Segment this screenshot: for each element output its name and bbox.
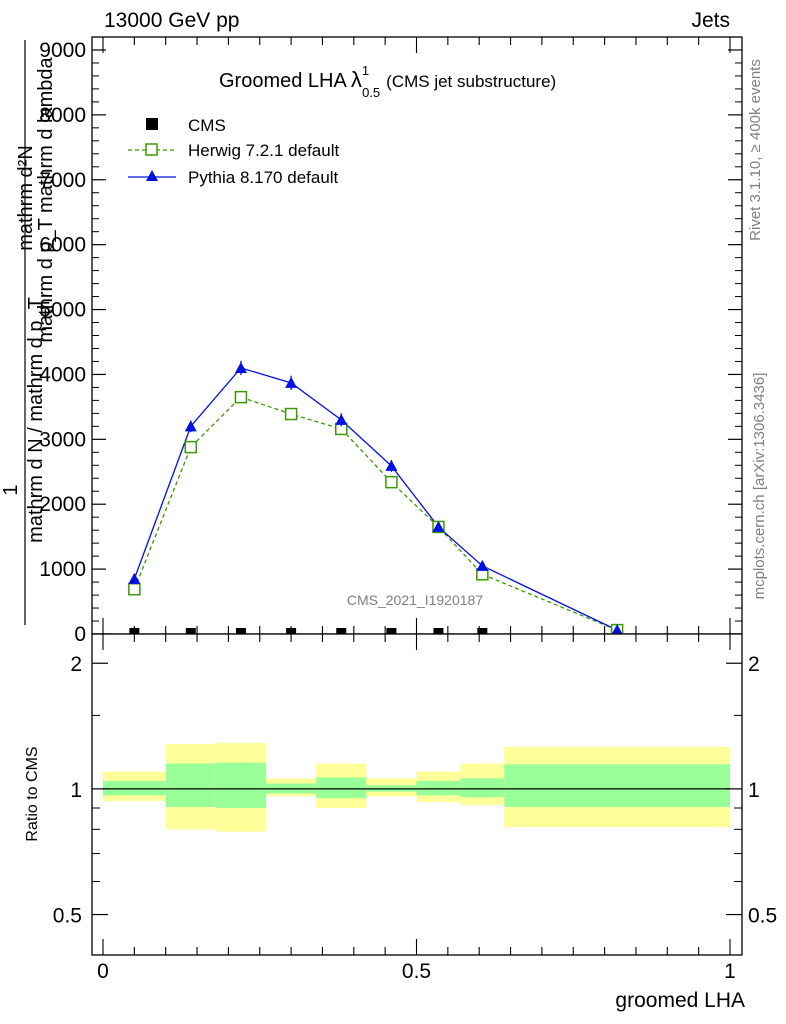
main-y-tick-label: 3000 bbox=[39, 428, 86, 451]
cms-data-point bbox=[185, 628, 196, 636]
cms-data-point bbox=[477, 628, 488, 636]
pythia-point bbox=[184, 420, 197, 432]
cms-data-point bbox=[433, 628, 444, 636]
pythia-point bbox=[234, 361, 247, 373]
main-y-tick-label: 6000 bbox=[39, 234, 86, 257]
main-y-tick-label: 5000 bbox=[39, 299, 86, 322]
pythia-point bbox=[128, 572, 141, 584]
x-tick-label: 0 bbox=[97, 960, 109, 983]
chart-title: Groomed LHA λ1 0.5(CMS jet substructure) bbox=[219, 63, 556, 100]
pythia-point bbox=[432, 520, 445, 532]
y-label-one: 1 bbox=[0, 484, 22, 495]
y-label-numerator: mathrm d²N bbox=[15, 145, 37, 251]
main-y-tick-label: 4000 bbox=[39, 363, 86, 386]
legend-herwig-label: Herwig 7.2.1 default bbox=[188, 141, 339, 160]
ratio-panel: 0.5 0.51 12 2 0 0.5 1 Ratio to CMS groomed LH… bbox=[24, 633, 777, 1012]
rivet-label: Rivet 3.1.10, ≥ 400k events bbox=[747, 59, 764, 241]
legend-herwig-marker bbox=[145, 143, 158, 156]
legend-cms-label: CMS bbox=[188, 116, 226, 135]
series-layer bbox=[128, 360, 624, 637]
ratio-inner-band bbox=[103, 780, 166, 796]
ratio-inner-band bbox=[460, 778, 505, 798]
ratio-inner-band bbox=[504, 764, 730, 807]
ratio-inner-band bbox=[165, 763, 216, 807]
herwig-point bbox=[284, 407, 298, 421]
ratio-y-tick-label: 2 bbox=[70, 653, 82, 676]
ratio-inner-band bbox=[416, 780, 461, 796]
main-y-tick-label: 1000 bbox=[39, 558, 86, 581]
pythia-point bbox=[285, 376, 298, 388]
main-y-tick-label: 9000 bbox=[39, 39, 86, 62]
pythia-point bbox=[385, 459, 398, 471]
cms-data-point bbox=[129, 628, 140, 636]
pythia-point bbox=[611, 624, 624, 636]
herwig-point bbox=[128, 582, 141, 596]
main-y-axis-label: mathrm d²N mathrm d p_T mathrm d lambda … bbox=[0, 40, 57, 625]
y-label-normalization: mathrm d N / mathrm d p_T bbox=[25, 297, 47, 543]
cms-data-point bbox=[286, 628, 297, 636]
ratio-y-axis-label: Ratio to CMS bbox=[24, 746, 41, 841]
herwig-point bbox=[184, 440, 198, 454]
main-y-ticks: 0 1000 2000 3000 4000 5000 6000 7000 8000 9000 bbox=[39, 36, 742, 646]
ratio-y-tick-label-right: 2 bbox=[748, 653, 760, 676]
mcplots-label: mcplots.cern.ch [arXiv:1306.3436] bbox=[751, 373, 768, 600]
main-y-tick-label: 8000 bbox=[39, 104, 86, 127]
ratio-y-tick-label: 0.5 bbox=[53, 905, 82, 928]
x-tick-label: 0.5 bbox=[402, 960, 431, 983]
pythia-point bbox=[476, 559, 489, 571]
ratio-x-ticks: 0 0.5 1 bbox=[97, 634, 736, 983]
legend-pythia-label: Pythia 8.170 default bbox=[188, 168, 339, 187]
main-frame bbox=[91, 36, 743, 635]
herwig-series-line bbox=[133, 396, 618, 631]
legend-cms-marker bbox=[146, 118, 158, 130]
ratio-inner-band bbox=[215, 762, 267, 808]
main-y-tick-label: 0 bbox=[74, 623, 86, 646]
pythia-point bbox=[335, 413, 348, 425]
x-tick-label: 1 bbox=[724, 960, 736, 983]
main-y-tick-label: 7000 bbox=[39, 169, 86, 192]
cms-data-point bbox=[336, 628, 347, 636]
herwig-point bbox=[234, 390, 248, 404]
ratio-y-tick-label: 1 bbox=[70, 779, 82, 802]
ratio-inner-band bbox=[316, 777, 367, 799]
ratio-y-ticks: 0.5 0.5 1 1 2 2 bbox=[53, 653, 777, 927]
cms-data-point bbox=[386, 628, 397, 636]
analysis-id-label: CMS_2021_I1920187 bbox=[347, 592, 483, 608]
ratio-y-tick-label-right: 0.5 bbox=[748, 905, 777, 928]
main-y-tick-label: 2000 bbox=[39, 493, 86, 516]
x-axis-label: groomed LHA bbox=[615, 989, 745, 1012]
legend: CMS Herwig 7.2.1 default Pythia 8.170 de… bbox=[128, 116, 339, 187]
cms-data-point bbox=[235, 628, 246, 636]
header-energy-label: 13000 GeV pp bbox=[104, 9, 240, 32]
legend-pythia-marker bbox=[146, 170, 158, 181]
herwig-point bbox=[385, 475, 398, 489]
ratio-y-tick-label-right: 1 bbox=[748, 779, 760, 802]
header-jets-label: Jets bbox=[691, 9, 730, 32]
y-label-denominator: mathrm d p_T mathrm d lambda bbox=[35, 56, 57, 342]
ratio-bands bbox=[103, 742, 730, 832]
main-panel: 0 1000 2000 3000 4000 5000 6000 7000 8000 9000 Gr… bbox=[39, 36, 743, 646]
